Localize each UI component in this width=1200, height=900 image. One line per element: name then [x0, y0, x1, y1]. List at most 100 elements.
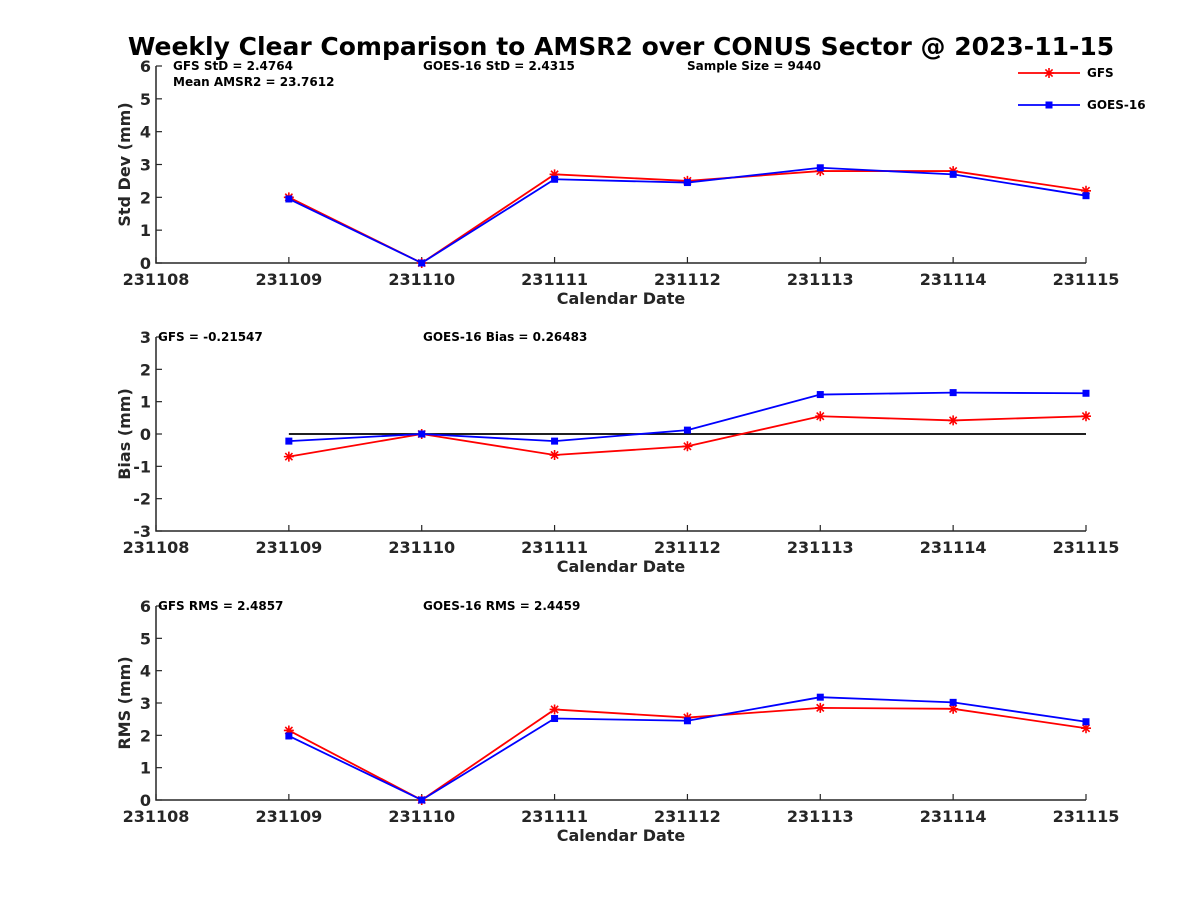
stat-annotation: GOES-16 RMS = 2.4459	[423, 599, 580, 613]
y-tick-label: 1	[140, 221, 151, 240]
x-tick-label: 231110	[388, 807, 455, 826]
y-tick-label: -1	[133, 457, 151, 476]
stat-annotation: GOES-16 Bias = 0.26483	[423, 330, 587, 344]
x-tick-label: 231110	[388, 538, 455, 557]
x-tick-label: 231113	[787, 807, 854, 826]
stat-annotation: GFS RMS = 2.4857	[158, 599, 283, 613]
x-tick-label: 231112	[654, 807, 721, 826]
stat-annotation: GFS = -0.21547	[158, 330, 263, 344]
x-tick-label: 231109	[255, 807, 322, 826]
y-tick-label: 1	[140, 759, 151, 778]
data-point: 231111: -0.65	[549, 450, 560, 461]
x-tick-label: 231109	[255, 270, 322, 289]
legend: GFS GOES-16	[1018, 66, 1146, 112]
legend-entry-gfs: GFS	[1018, 66, 1114, 80]
y-tick-label: -2	[133, 490, 151, 509]
axes	[155, 606, 1086, 801]
y-tick-label: 0	[140, 425, 151, 444]
y-tick-label: 5	[140, 629, 151, 648]
data-point: 231114: 1.28	[949, 389, 957, 397]
y-axis-label: Bias (mm)	[115, 388, 134, 480]
data-point: 231113: 2.85	[815, 702, 826, 713]
data-point: 231112: 2.45	[683, 179, 691, 187]
x-tick-label: 231113	[787, 270, 854, 289]
y-tick-label: 0	[140, 254, 151, 273]
x-axis-label: Calendar Date	[557, 557, 686, 576]
figure-title: Weekly Clear Comparison to AMSR2 over CO…	[128, 32, 1114, 61]
x-tick-label: 231108	[123, 270, 190, 289]
x-tick-label: 231108	[123, 807, 190, 826]
data-point: 231115: 2.22	[1081, 723, 1091, 734]
y-tick-label: 6	[140, 57, 151, 76]
x-axis-label: Calendar Date	[557, 289, 686, 308]
y-axis-label: Std Dev (mm)	[115, 102, 134, 226]
series-goes-16: 231109: 1.98 231110: 0 231111: 2.52 231112:…	[285, 693, 1090, 804]
data-point: 231115: 0.55	[1081, 411, 1091, 422]
stat-annotation: GOES-16 StD = 2.4315	[423, 59, 575, 73]
data-point: 231111: 2.7	[549, 169, 560, 180]
y-tick-label: 0	[140, 791, 151, 810]
data-point: 231115: 2.42	[1082, 718, 1090, 726]
legend-entry-goes-16: GOES-16	[1018, 98, 1146, 112]
legend-marker	[1044, 68, 1054, 78]
legend-label: GFS	[1087, 66, 1114, 80]
y-tick-label: 5	[140, 90, 151, 109]
y-tick-label: 3	[140, 694, 151, 713]
data-point: 231113: 0.55	[815, 411, 826, 422]
data-point: 231114: 2.82	[948, 703, 959, 714]
data-point: 231109: -0.7	[283, 451, 294, 462]
data-point: 231109: 2.15	[283, 725, 294, 736]
data-point: 231114: 3.02	[949, 698, 957, 706]
panel-3: 0 1 2 3 4 5 6 231108 231109 231110 231111 231112 231…	[115, 597, 1119, 845]
x-axis-label: Calendar Date	[557, 826, 686, 845]
data-point: 231111: 2.52	[551, 715, 559, 723]
data-point: 231113: 2.9	[816, 164, 824, 172]
data-point: 231109: -0.22	[285, 437, 293, 445]
data-point: 231110: 0	[418, 259, 426, 267]
panel-1: 0 1 2 3 4 5 6 231108 231109 231110 231111 231112 231…	[115, 57, 1119, 308]
y-tick-label: 2	[140, 360, 151, 379]
x-tick-label: 231115	[1053, 270, 1120, 289]
data-point: 231115: 2.2	[1081, 185, 1091, 196]
data-point: 231110: 0	[418, 430, 426, 438]
data-point: 231112: 0.12	[683, 426, 691, 434]
data-point: 231112: -0.38	[682, 441, 693, 452]
data-point: 231110: 0	[418, 796, 426, 804]
x-tick-label: 231112	[654, 538, 721, 557]
x-tick-label: 231111	[521, 270, 588, 289]
x-tick-label: 231109	[255, 538, 322, 557]
y-tick-label: 4	[140, 662, 151, 681]
data-point: 231114: 0.42	[948, 415, 959, 426]
x-tick-label: 231108	[123, 538, 190, 557]
x-tick-label: 231111	[521, 807, 588, 826]
y-tick-label: 2	[140, 188, 151, 207]
data-point: 231111: 2.55	[551, 175, 559, 183]
data-point: 231111: 2.8	[549, 704, 560, 715]
y-tick-label: 3	[140, 328, 151, 347]
series-goes-16: 231109: -0.22 231110: 0 231111: -0.22 23111…	[285, 389, 1090, 445]
y-tick-label: 2	[140, 726, 151, 745]
x-tick-label: 231110	[388, 270, 455, 289]
data-point: 231112: 2.45	[683, 717, 691, 725]
x-tick-label: 231113	[787, 538, 854, 557]
x-tick-label: 231114	[920, 538, 987, 557]
y-tick-label: -3	[133, 522, 151, 541]
stat-annotation: Mean AMSR2 = 23.7612	[173, 75, 334, 89]
y-tick-label: 4	[140, 123, 151, 142]
data-point: 231115: 2.05	[1082, 192, 1090, 200]
data-point: 231109: 1.95	[285, 195, 293, 203]
data-point: 231113: 1.22	[816, 391, 824, 399]
data-point: 231109: 1.98	[285, 732, 293, 740]
axes	[155, 66, 1086, 264]
data-point: 231115: 1.26	[1082, 389, 1090, 397]
x-tick-label: 231115	[1053, 538, 1120, 557]
stat-annotation: Sample Size = 9440	[687, 59, 821, 73]
panel-2: -3 -2 -1 0 1 2 3 231108 231109 231110 231111 231112…	[115, 328, 1119, 576]
stat-annotation: GFS StD = 2.4764	[173, 59, 293, 73]
x-tick-label: 231114	[920, 270, 987, 289]
x-tick-label: 231112	[654, 270, 721, 289]
data-point: 231114: 2.7	[949, 170, 957, 178]
legend-label: GOES-16	[1087, 98, 1146, 112]
